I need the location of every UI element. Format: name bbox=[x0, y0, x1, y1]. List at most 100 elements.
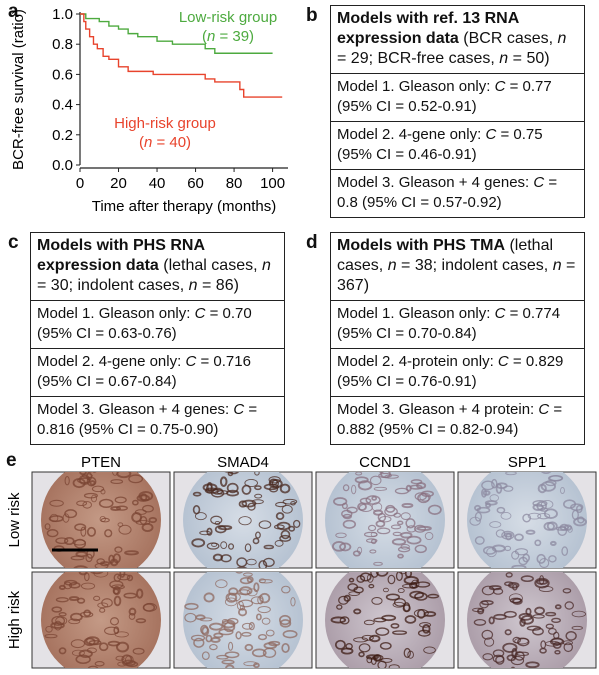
gland bbox=[118, 524, 132, 535]
gland bbox=[373, 486, 388, 491]
text-run: = 0.77 (95% CI = 0.52-0.91) bbox=[337, 78, 556, 115]
text-run: Model 1. Gleason only: bbox=[337, 305, 495, 322]
gland bbox=[55, 537, 69, 545]
gland bbox=[511, 564, 527, 568]
gland bbox=[474, 536, 485, 545]
core bbox=[325, 572, 445, 668]
gland bbox=[388, 664, 400, 668]
gland bbox=[49, 499, 64, 507]
gland bbox=[257, 605, 271, 614]
gland bbox=[390, 623, 400, 629]
gland bbox=[51, 606, 63, 613]
gland bbox=[257, 633, 268, 641]
gland bbox=[221, 619, 236, 629]
text-run: (lethal cases, bbox=[158, 257, 262, 274]
gland bbox=[224, 664, 235, 668]
gland bbox=[239, 604, 246, 611]
gland bbox=[536, 553, 546, 564]
gland bbox=[64, 475, 70, 486]
gland bbox=[512, 597, 523, 605]
text-run: = 0.70 (95% CI = 0.63-0.76) bbox=[37, 305, 256, 342]
gland bbox=[376, 527, 391, 535]
gland bbox=[220, 541, 228, 550]
gland bbox=[104, 529, 113, 538]
gland bbox=[210, 488, 225, 498]
gland bbox=[132, 647, 145, 655]
column-label: SPP1 bbox=[508, 454, 546, 471]
gland bbox=[70, 639, 85, 649]
gland bbox=[571, 509, 579, 520]
gland bbox=[205, 634, 213, 643]
text-run: (lethal cases, bbox=[337, 237, 558, 274]
core bbox=[467, 472, 587, 568]
text-run: Model 3. Gleason + 4 genes: bbox=[37, 401, 234, 418]
tissue-image bbox=[31, 471, 171, 569]
tissue-image bbox=[457, 471, 597, 569]
gland bbox=[201, 626, 210, 637]
tissue-image bbox=[457, 571, 597, 669]
gland bbox=[110, 506, 122, 512]
core bbox=[183, 572, 303, 668]
gland bbox=[226, 482, 239, 494]
gland bbox=[382, 587, 389, 593]
gland bbox=[238, 516, 252, 526]
gland bbox=[409, 590, 425, 599]
gland bbox=[502, 642, 518, 653]
gland bbox=[279, 534, 292, 542]
gland bbox=[109, 580, 124, 589]
gland bbox=[85, 553, 93, 563]
gland bbox=[348, 591, 360, 597]
text-run: n bbox=[557, 30, 567, 47]
x-tick-label: 40 bbox=[149, 175, 166, 192]
gland bbox=[119, 572, 126, 578]
tissue-image bbox=[315, 571, 455, 669]
gland bbox=[518, 612, 533, 621]
gland bbox=[396, 520, 404, 526]
x-axis-title: Time after therapy (months) bbox=[92, 198, 277, 215]
text-run: n bbox=[499, 50, 509, 67]
gland bbox=[128, 613, 136, 620]
gland bbox=[545, 611, 557, 617]
gland bbox=[94, 661, 105, 667]
gland bbox=[351, 484, 357, 495]
gland bbox=[505, 572, 513, 578]
gland bbox=[54, 620, 62, 631]
gland bbox=[391, 538, 407, 546]
gland bbox=[116, 472, 132, 479]
text-run: (BCR cases, bbox=[458, 30, 558, 47]
gland bbox=[479, 600, 489, 609]
gland bbox=[363, 531, 378, 538]
gland bbox=[244, 643, 254, 652]
gland bbox=[489, 521, 502, 528]
gland bbox=[537, 483, 547, 494]
gland bbox=[539, 575, 545, 586]
gland bbox=[330, 616, 347, 624]
gland bbox=[205, 484, 213, 494]
text-run: C bbox=[233, 401, 245, 418]
gland bbox=[261, 617, 271, 625]
gland bbox=[359, 497, 372, 505]
gland bbox=[380, 657, 393, 663]
gland bbox=[99, 515, 106, 523]
gland bbox=[235, 631, 242, 640]
gland bbox=[131, 512, 143, 523]
gland bbox=[488, 616, 495, 625]
text-run: = 86) bbox=[197, 277, 239, 294]
gland bbox=[354, 476, 369, 484]
text-run: Model 2. 4-gene only: bbox=[337, 126, 486, 143]
gland bbox=[251, 499, 264, 505]
gland bbox=[363, 619, 375, 626]
gland bbox=[474, 504, 482, 512]
gland bbox=[522, 513, 532, 523]
row-label: High risk bbox=[6, 590, 23, 649]
gland bbox=[563, 642, 573, 653]
gland bbox=[385, 593, 401, 601]
gland bbox=[63, 536, 75, 546]
gland bbox=[184, 602, 199, 611]
y-tick-label: 0.0 bbox=[52, 157, 73, 174]
gland bbox=[573, 517, 587, 527]
text-run: Model 1. Gleason only: bbox=[337, 78, 495, 95]
gland bbox=[367, 524, 377, 532]
gland bbox=[525, 529, 536, 535]
gland bbox=[405, 518, 416, 529]
